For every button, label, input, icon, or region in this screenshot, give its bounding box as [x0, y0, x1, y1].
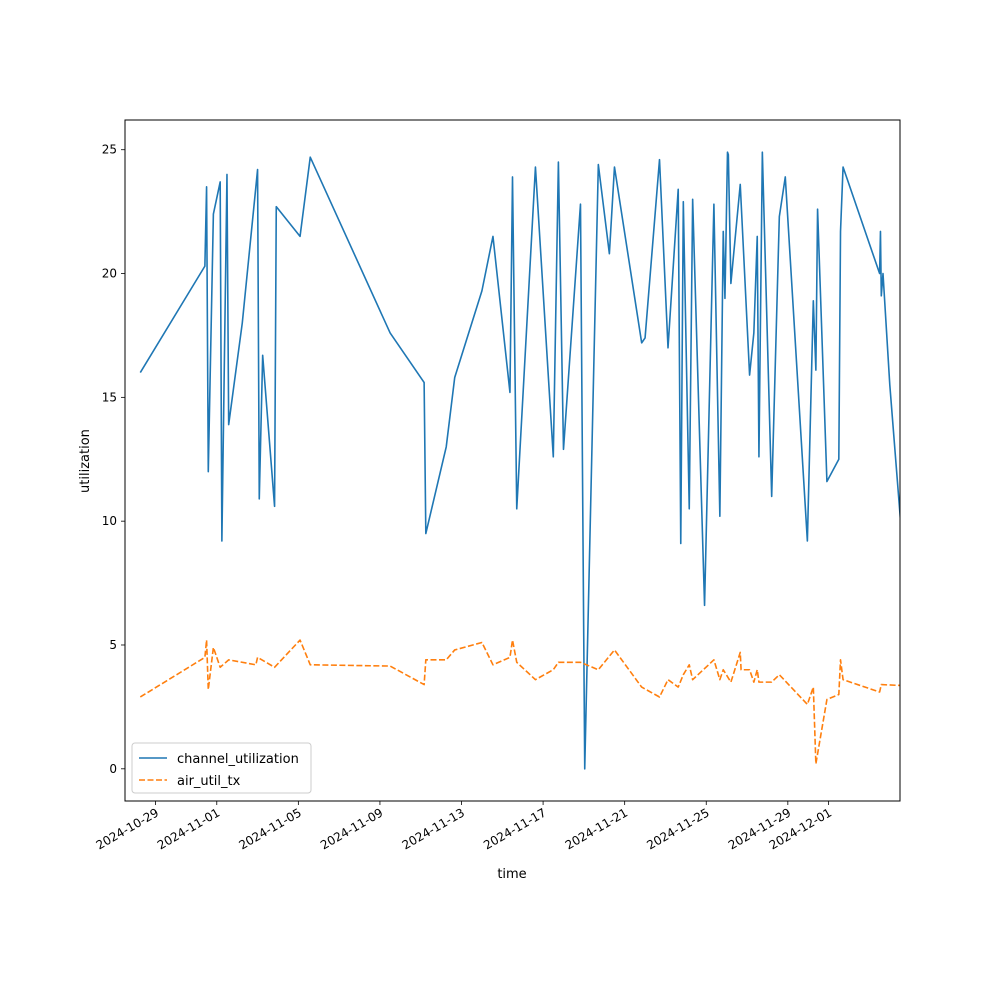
- y-tick-label: 15: [102, 390, 117, 404]
- series-line-air-util-tx: [139, 639, 900, 765]
- y-tick-label: 5: [109, 638, 117, 652]
- x-axis-label: time: [497, 867, 526, 882]
- y-axis-label: utilization: [78, 429, 93, 493]
- legend-label-channel-utilization: channel_utilization: [177, 752, 299, 767]
- series-layer: [139, 151, 900, 770]
- y-tick-label: 0: [109, 762, 117, 776]
- legend-box: [131, 742, 312, 794]
- y-tick-label: 20: [102, 267, 117, 281]
- y-axis: 0 5 10 15 20 25: [102, 143, 125, 776]
- legend: channel_utilization air_util_tx: [131, 742, 312, 794]
- y-tick-label: 25: [102, 143, 117, 157]
- y-tick-label: 10: [102, 514, 117, 528]
- plot-frame: [124, 119, 901, 802]
- legend-label-air-util-tx: air_util_tx: [177, 774, 241, 789]
- series-line-channel-utilization: [139, 151, 900, 770]
